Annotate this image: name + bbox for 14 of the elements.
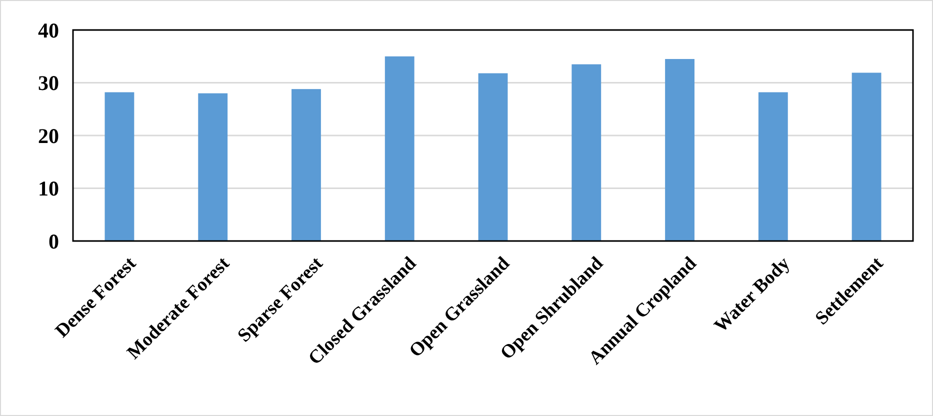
bar <box>572 64 602 241</box>
bar <box>384 56 414 241</box>
y-tick-label: 20 <box>38 124 59 148</box>
bar <box>478 73 508 241</box>
bar <box>852 72 882 241</box>
bar <box>198 93 228 241</box>
y-tick-label: 40 <box>38 18 59 42</box>
y-tick-label: 10 <box>38 176 59 201</box>
y-tick-label: 0 <box>48 229 59 254</box>
bar <box>758 92 788 241</box>
bar <box>292 89 321 241</box>
y-tick-label: 30 <box>38 71 59 96</box>
bar <box>104 92 134 241</box>
bar <box>665 59 694 241</box>
